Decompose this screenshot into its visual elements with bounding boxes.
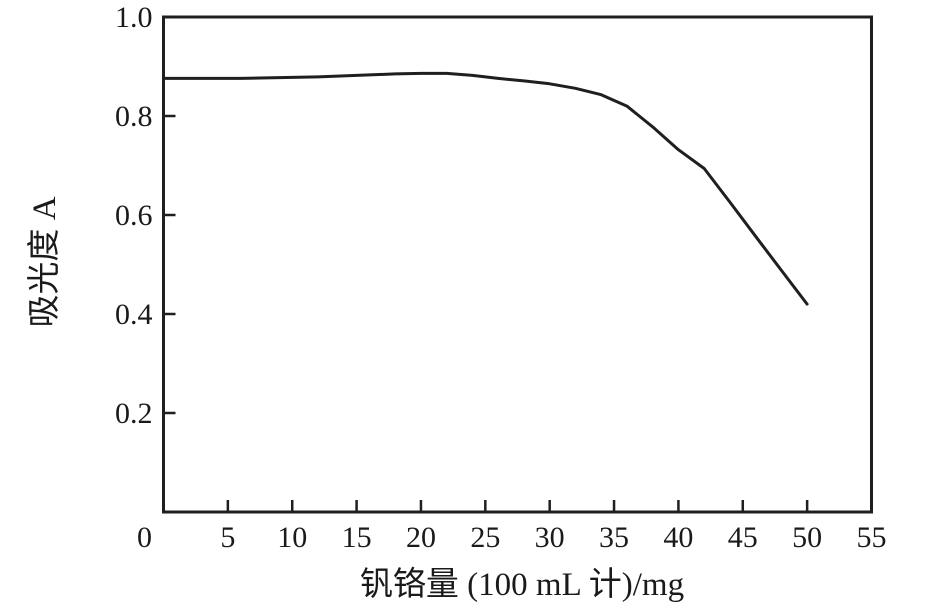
x-tick-label: 50	[792, 521, 822, 554]
x-tick-label: 10	[277, 521, 307, 554]
series-line-absorbance-curve	[162, 71, 809, 306]
x-axis-title: 钒铬量 (100 mL 计)/mg	[360, 566, 684, 603]
x-tick-label: 15	[342, 521, 372, 554]
x-tick-label: 0	[137, 521, 152, 554]
x-tick-label: 30	[535, 521, 565, 554]
axis-ticks: 0 5 10 15 20 25 30 35 40 45 50 55 0.2 0.4 0.6 0.8 1.0	[115, 1, 887, 554]
y-tick-label: 0.8	[115, 100, 153, 133]
x-tick-label: 25	[470, 521, 500, 554]
x-tick-label: 35	[599, 521, 629, 554]
y-tick-label: 0.4	[115, 298, 153, 331]
y-axis-title: 吸光度 A	[26, 196, 63, 327]
x-tick-label: 40	[663, 521, 693, 554]
x-tick-label: 5	[220, 521, 235, 554]
y-tick-label: 0.2	[115, 397, 153, 430]
y-tick-label: 1.0	[115, 1, 153, 34]
plot-frame-box	[162, 15, 873, 514]
y-tick-label: 0.6	[115, 199, 153, 232]
plot-frame	[162, 15, 873, 514]
x-tick-label: 45	[728, 521, 758, 554]
x-tick-label: 55	[857, 521, 887, 554]
data-series	[162, 71, 809, 306]
x-tick-label: 20	[406, 521, 436, 554]
